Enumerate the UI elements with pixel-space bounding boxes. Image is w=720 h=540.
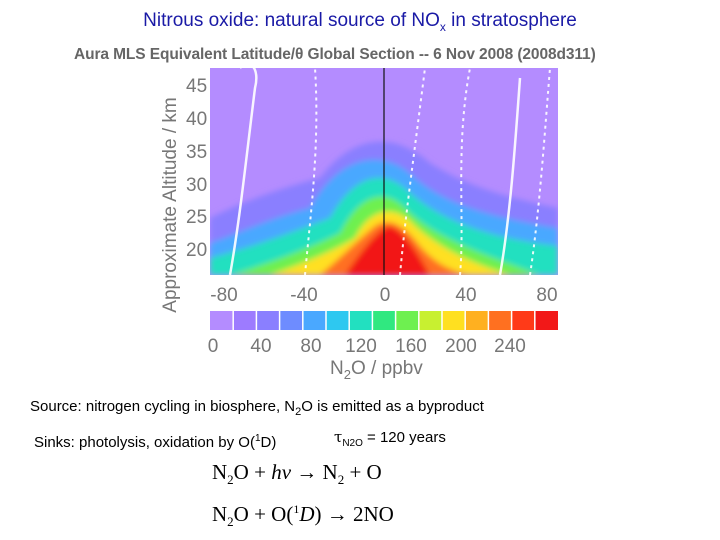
slide-title: Nitrous oxide: natural source of NOx in … — [0, 10, 720, 34]
colorbar-swatch — [418, 311, 443, 330]
contour-line-dotted-3 — [459, 68, 471, 275]
contour-line-dotted-4 — [529, 68, 551, 275]
sinks-pre: Sinks: photolysis, oxidation by O( — [34, 434, 255, 451]
eq2-sub: 2 — [227, 514, 234, 530]
colorbar-swatch — [256, 311, 281, 330]
y-tick-30: 30 — [186, 175, 208, 196]
contour-level-7 — [345, 226, 430, 275]
x-tick-minus80: -80 — [210, 285, 238, 306]
colorbar-swatch — [534, 311, 558, 330]
eq1-arrow: → — [291, 460, 323, 484]
colorbar-swatch — [233, 311, 257, 330]
colorbar-swatch — [210, 311, 234, 330]
colorbar-tick-120: 120 — [345, 336, 377, 357]
colorbar-swatch — [488, 311, 513, 330]
slide-title-subscript: x — [439, 19, 446, 34]
eq2-rhs: 2NO — [353, 502, 394, 526]
n2o-cross-section-plot — [210, 68, 558, 275]
eq2-sup: 1 — [293, 502, 300, 516]
eq2-lhs-rest: O + O( — [233, 502, 294, 526]
x-tick-40: 40 — [455, 285, 477, 306]
colorbar-label-rest: O / ppbv — [350, 358, 423, 379]
colorbar-label: N2O / ppbv — [330, 358, 423, 382]
colorbar-label-sub: 2 — [343, 366, 351, 382]
colorbar-swatch — [395, 311, 420, 330]
source-pre: Source: nitrogen cycling in biosphere, N — [30, 398, 296, 415]
source-sub: 2 — [295, 406, 302, 418]
colorbar-tick-40: 40 — [250, 336, 272, 357]
equation-oxidation: N2O + O(1D) → 2NO — [212, 502, 394, 530]
colorbar-swatch — [465, 311, 489, 330]
x-tick-minus40: -40 — [290, 285, 318, 306]
colorbar-swatch — [279, 311, 304, 330]
y-tick-35: 35 — [186, 142, 208, 163]
eq1-lhs-rest: O + — [233, 460, 272, 484]
eq1-rhs-rest: + O — [344, 460, 382, 484]
tau-symbol: τ — [334, 428, 343, 446]
lifetime-statement: τN2O = 120 years — [334, 428, 446, 449]
colorbar-swatch — [442, 311, 466, 330]
eq2-d: D — [299, 502, 315, 526]
contour-line-solid-right — [498, 77, 522, 275]
colorbar — [210, 311, 558, 330]
slide-title-main: Nitrous oxide: natural source of NO — [143, 10, 440, 31]
contour-line-dotted-2 — [399, 68, 426, 275]
x-tick-80: 80 — [536, 285, 558, 306]
contour-line-dotted-1 — [304, 68, 318, 275]
eq1-rhs-n: N — [322, 460, 338, 484]
colorbar-swatch — [511, 311, 536, 330]
colorbar-label-n: N — [330, 358, 344, 379]
tau-value: = 120 years — [362, 429, 446, 446]
equation-photolysis: N2O + hν → N2 + O — [212, 460, 382, 488]
colorbar-swatch — [326, 311, 350, 330]
sinks-statement: Sinks: photolysis, oxidation by O(1D) — [34, 433, 276, 451]
eq1-rhs-sub: 2 — [337, 472, 345, 488]
x-tick-0: 0 — [379, 285, 391, 306]
eq1-n: N — [212, 460, 228, 484]
sinks-sup: 1 — [254, 433, 261, 444]
colorbar-swatch — [372, 311, 397, 330]
contour-line-solid-left — [228, 68, 258, 275]
y-tick-40: 40 — [186, 109, 208, 130]
eq2-close: ) — [314, 502, 322, 526]
colorbar-tick-160: 160 — [395, 336, 427, 357]
eq2-arrow: → — [321, 502, 354, 526]
colorbar-tick-80: 80 — [300, 336, 322, 357]
figure-title: Aura MLS Equivalent Latitude/θ Global Se… — [74, 46, 596, 63]
y-tick-25: 25 — [186, 207, 208, 228]
tau-subscript: N2O — [342, 438, 363, 449]
colorbar-tick-0: 0 — [207, 336, 219, 357]
y-tick-45: 45 — [186, 76, 208, 97]
y-tick-20: 20 — [186, 240, 208, 261]
colorbar-swatch — [302, 311, 327, 330]
slide-title-end: in stratosphere — [445, 10, 577, 31]
colorbar-tick-240: 240 — [494, 336, 526, 357]
eq1-hv: hν — [271, 460, 292, 484]
sinks-post: D) — [260, 434, 277, 451]
eq2-n: N — [212, 502, 228, 526]
source-post: O is emitted as a byproduct — [301, 398, 484, 415]
colorbar-tick-200: 200 — [445, 336, 477, 357]
y-axis-label: Approximate Altitude / km — [160, 97, 181, 313]
eq1-sub: 2 — [227, 472, 234, 488]
source-statement: Source: nitrogen cycling in biosphere, N… — [30, 398, 484, 418]
colorbar-swatch — [349, 311, 373, 330]
